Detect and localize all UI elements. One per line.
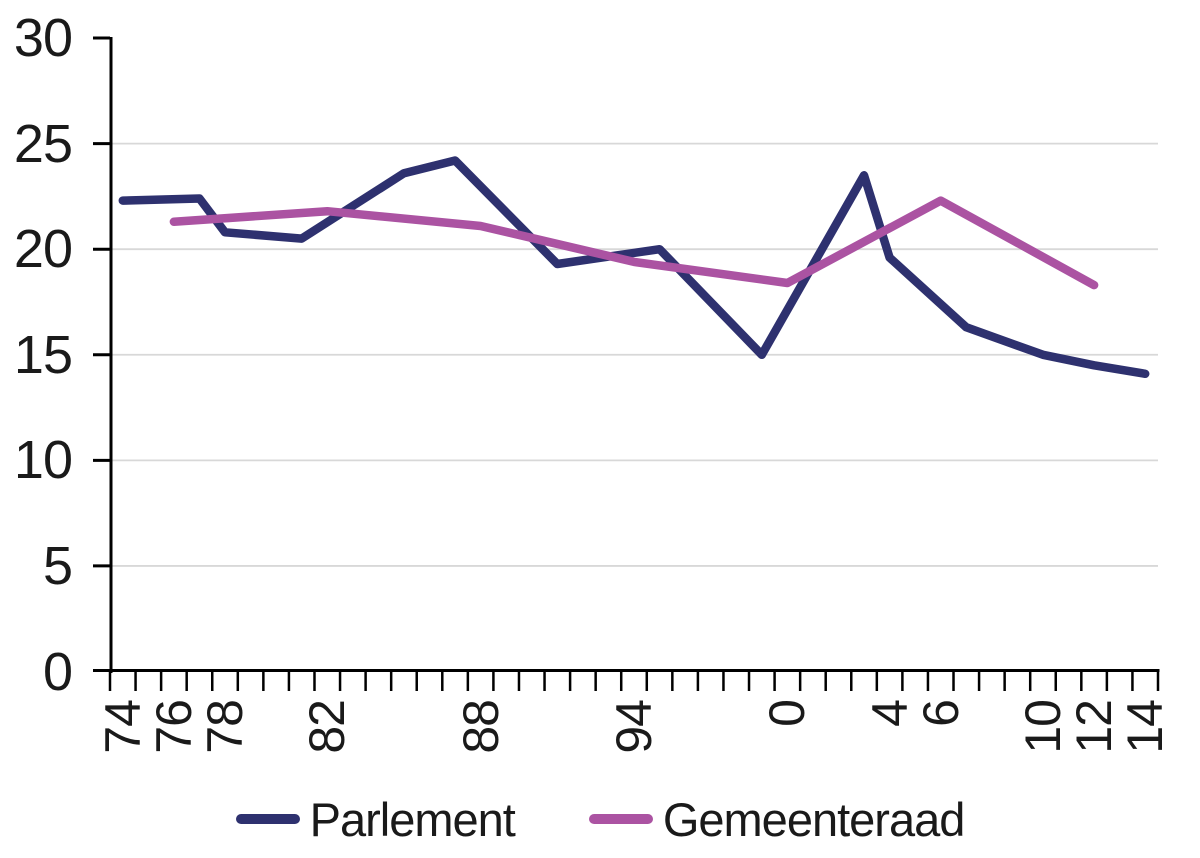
- legend-label-parlement: Parlement: [309, 792, 516, 846]
- parlement-line-swatch: [235, 814, 300, 824]
- y-axis-label-10: 10: [13, 430, 73, 491]
- x-axis-label-2006: 6: [912, 700, 969, 727]
- x-axis-label-2004: 4: [861, 700, 918, 727]
- x-axis-label-1974: 74: [94, 700, 151, 754]
- x-axis-label-1988: 88: [452, 700, 509, 754]
- x-axis-label-1994: 94: [606, 700, 662, 754]
- y-axis-label-25: 25: [13, 113, 73, 174]
- y-axis-label-30: 30: [13, 8, 73, 69]
- x-axis-label-1982: 82: [299, 700, 356, 754]
- legend: Parlement Gemeenteraad: [0, 788, 1200, 850]
- y-axis-label-15: 15: [13, 324, 73, 385]
- x-axis-label-2000: 0: [759, 700, 816, 727]
- series-line-gemeenteraad: [169, 196, 1099, 290]
- x-axis-label-1978: 78: [197, 700, 254, 754]
- y-axis-label-5: 5: [42, 535, 73, 596]
- y-axis-label-0: 0: [42, 641, 73, 702]
- legend-item-gemeenteraad: Gemeenteraad: [588, 792, 966, 847]
- x-axis-label-2010: 10: [1014, 700, 1071, 754]
- y-axis-label-20: 20: [13, 219, 73, 280]
- legend-item-parlement: Parlement: [235, 792, 516, 847]
- series-line-parlement: [118, 156, 1150, 379]
- x-axis-label-2014: 14: [1117, 700, 1174, 754]
- legend-label-gemeenteraad: Gemeenteraad: [662, 792, 966, 846]
- x-axis-label-2012: 12: [1066, 700, 1123, 754]
- x-axis-label-1976: 76: [145, 700, 202, 754]
- gemeenteraad-line-swatch: [588, 814, 653, 824]
